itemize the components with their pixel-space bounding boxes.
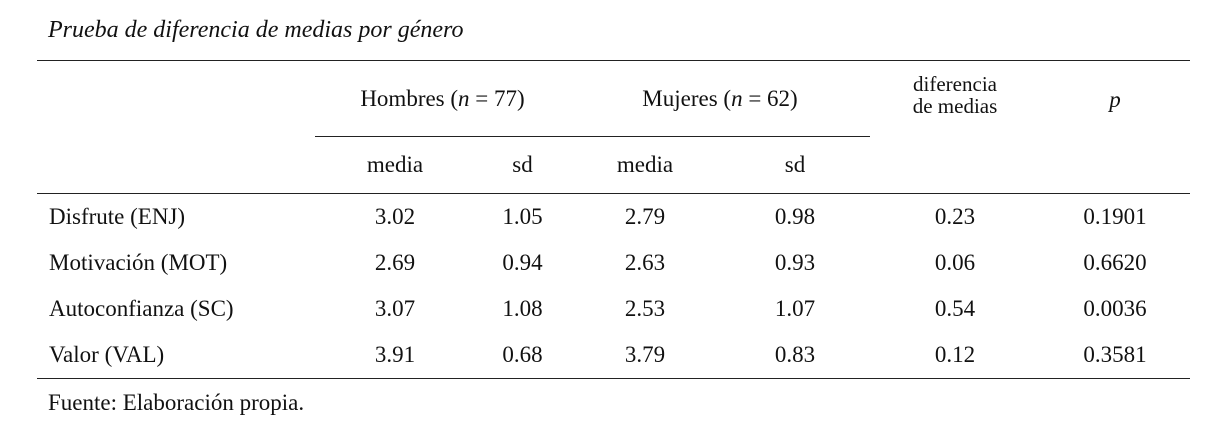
table-row: Autoconfianza (SC) 3.07 1.08 2.53 1.07 0.54 0.… — [37, 286, 1190, 332]
cell: 3.79 — [624, 342, 666, 367]
table-body: Disfrute (ENJ) 3.02 1.05 2.79 0.98 0.23 0.1901… — [37, 194, 1191, 379]
cell: 0.94 — [502, 250, 543, 275]
row-label: Motivación (MOT) — [49, 250, 228, 275]
source-note: Fuente: Elaboración propia. — [48, 390, 305, 415]
cell: 0.68 — [502, 342, 543, 367]
cell: 0.12 — [934, 342, 976, 367]
cell: 1.08 — [502, 296, 543, 321]
row-label: Disfrute (ENJ) — [49, 204, 186, 229]
cell: 0.54 — [934, 296, 976, 321]
cell: 2.79 — [624, 204, 666, 229]
cell: 0.3581 — [1083, 342, 1147, 367]
table-title: Prueba de diferencia de medias por géner… — [48, 17, 464, 43]
sub-header: media — [616, 152, 674, 177]
header-text: n — [731, 85, 743, 111]
group-header: p — [1109, 87, 1121, 112]
cell: 0.0036 — [1083, 296, 1147, 321]
sub-header: sd — [784, 152, 806, 177]
cell: 1.05 — [502, 204, 543, 229]
table-row: Valor (VAL) 3.91 0.68 3.79 0.83 0.12 0.3581 — [37, 332, 1190, 379]
table-row: Disfrute (ENJ) 3.02 1.05 2.79 0.98 0.23 0.1901 — [37, 194, 1190, 241]
cell: 0.83 — [774, 342, 816, 367]
table-header: Hombres (n = 77) Mujeres (n = 62) difere… — [37, 60, 1191, 194]
header-text: n — [458, 85, 470, 111]
cell: 0.1901 — [1083, 204, 1147, 229]
cell: 1.07 — [774, 296, 816, 321]
header-text: Mujeres ( — [642, 85, 732, 111]
header-text: Hombres ( — [360, 85, 459, 111]
cell: 2.53 — [624, 296, 666, 321]
header-text: diferencia — [913, 72, 997, 96]
cell: 0.93 — [774, 250, 816, 275]
header-text: = 62) — [742, 85, 798, 111]
cell: 3.07 — [374, 296, 416, 321]
cell: 3.91 — [374, 342, 416, 367]
cell: 2.69 — [374, 250, 416, 275]
row-label: Valor (VAL) — [49, 342, 165, 367]
cell: 0.06 — [934, 250, 976, 275]
row-label: Autoconfianza (SC) — [49, 296, 234, 321]
cell: 3.02 — [374, 204, 416, 229]
table: Hombres (n = 77) Mujeres (n = 62) difere… — [37, 60, 1191, 379]
sub-header: sd — [512, 152, 533, 177]
cell: 0.98 — [774, 204, 816, 229]
cell: 2.63 — [624, 250, 666, 275]
sub-header: media — [366, 152, 424, 177]
cell: 0.23 — [934, 204, 976, 229]
group-header: Mujeres (n = 62) — [570, 60, 871, 137]
empty-header — [37, 61, 315, 194]
group-header: Hombres (n = 77) — [315, 60, 570, 137]
table-row: Motivación (MOT) 2.69 0.94 2.63 0.93 0.06 0.66… — [37, 240, 1190, 286]
header-text: = 77) — [469, 85, 525, 111]
cell: 0.6620 — [1083, 250, 1147, 275]
header-text: de medias — [912, 94, 998, 118]
group-header: diferencia de medias — [870, 61, 1040, 194]
